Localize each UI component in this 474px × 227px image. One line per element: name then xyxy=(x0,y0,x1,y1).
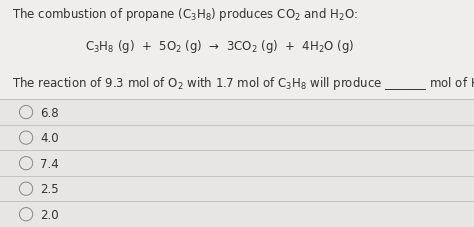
Text: The reaction of 9.3 mol of O$_2$ with 1.7 mol of C$_3$H$_8$ will produce _______: The reaction of 9.3 mol of O$_2$ with 1.… xyxy=(12,75,474,92)
Text: 6.8: 6.8 xyxy=(40,106,59,119)
Text: 2.0: 2.0 xyxy=(40,208,59,221)
Bar xyxy=(0,100,474,227)
Text: The combustion of propane (C$_3$H$_8$) produces CO$_2$ and H$_2$O:: The combustion of propane (C$_3$H$_8$) p… xyxy=(12,6,358,23)
Text: C$_3$H$_8$ (g)  +  5O$_2$ (g)  →  3CO$_2$ (g)  +  4H$_2$O (g): C$_3$H$_8$ (g) + 5O$_2$ (g) → 3CO$_2$ (g… xyxy=(85,37,355,54)
Text: 7.4: 7.4 xyxy=(40,157,59,170)
Text: 4.0: 4.0 xyxy=(40,131,59,145)
Bar xyxy=(0,0,474,100)
Text: 2.5: 2.5 xyxy=(40,182,59,195)
